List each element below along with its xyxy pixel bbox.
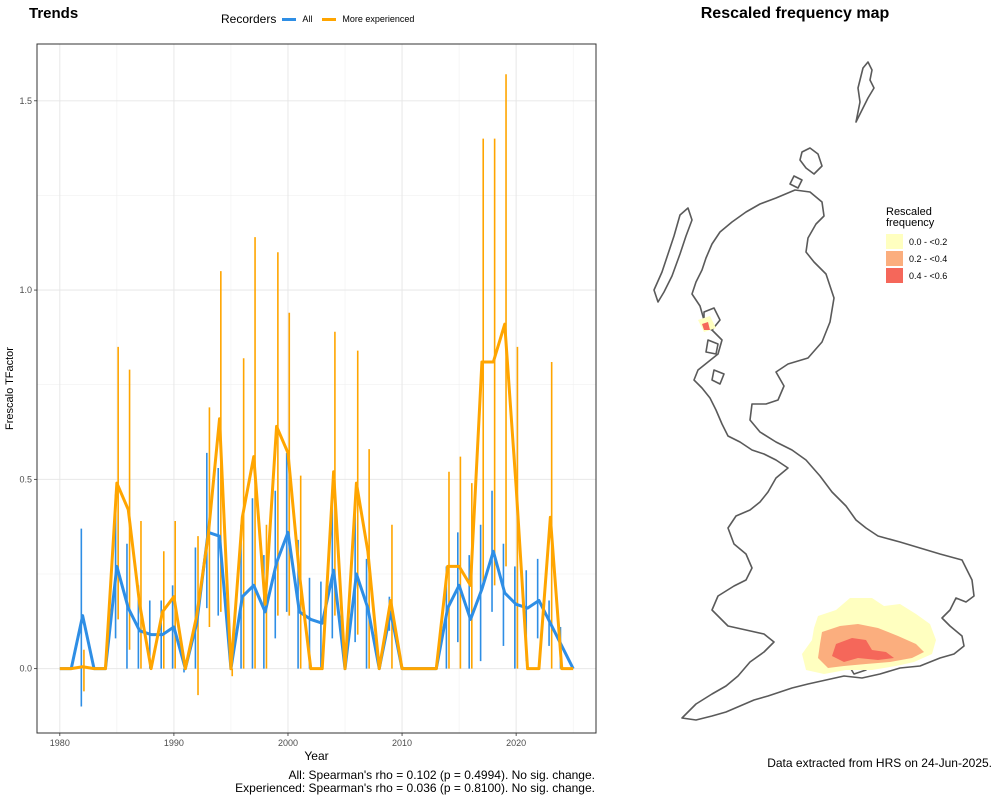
map-legend-title-2: frequency: [886, 217, 935, 229]
map-legend-item: 0.0 - <0.2: [886, 233, 947, 250]
frequency-patches: [698, 316, 936, 674]
trends-chart: 1980 1990 2000 2010 2020 0.0 0.5 1.0 1.5 Year Fres…: [4, 43, 597, 763]
map-legend-label: 0.4 - <0.6: [909, 270, 948, 281]
y-tick-label: 0.0: [19, 664, 32, 674]
rescaled-frequency-map: [653, 61, 975, 721]
y-tick-label: 0.5: [19, 474, 32, 484]
x-tick-label: 2020: [506, 738, 526, 748]
legend-swatch-more-experienced: [322, 17, 337, 21]
y-axis-label: Frescalo TFactor: [4, 347, 16, 430]
map-legend-swatch: [886, 268, 903, 283]
y-tick-label: 1.5: [19, 96, 32, 106]
map-legend-label: 0.0 - <0.2: [909, 236, 948, 247]
legend-swatch-all: [282, 17, 297, 21]
map-legend-item: 0.4 - <0.6: [886, 267, 947, 284]
plot-border: [36, 43, 597, 734]
map-legend: Rescaled frequency 0.0 - <0.2 0.2 - <0.4…: [886, 207, 947, 284]
shetland-outline: [855, 61, 875, 123]
stats-all: All: Spearman's rho = 0.102 (p = 0.4994)…: [288, 768, 595, 782]
series-line-more-experienced: [59, 322, 574, 671]
stats-experienced: Experienced: Spearman's rho = 0.036 (p =…: [235, 781, 595, 795]
series-line-all: [59, 530, 575, 671]
trends-title: Trends: [29, 5, 79, 22]
orkney-outline: [799, 147, 823, 175]
chart-legend: Recorders All More experienced: [221, 12, 414, 26]
x-axis-label: Year: [304, 749, 328, 763]
legend-title: Recorders: [221, 12, 277, 26]
x-tick-label: 1980: [50, 738, 70, 748]
map-legend-swatch: [886, 234, 903, 249]
outer-hebrides-outline: [653, 207, 693, 303]
map-legend-swatch: [886, 251, 903, 266]
source-note: Data extracted from HRS on 24-Jun-2025.: [767, 756, 992, 770]
map-legend-title-1: Rescaled: [886, 206, 932, 218]
legend-label-more-experienced: More experienced: [342, 14, 415, 24]
great-britain-outline: [681, 189, 975, 721]
x-tick-label: 1990: [164, 738, 184, 748]
freq-band-0.4-0.6: [832, 638, 894, 662]
y-tick-label: 1.0: [19, 285, 32, 295]
x-tick-label: 2010: [392, 738, 412, 748]
map-legend-item: 0.2 - <0.4: [886, 250, 947, 267]
map-legend-label: 0.2 - <0.4: [909, 253, 948, 264]
map-title: Rescaled frequency map: [700, 5, 890, 22]
x-tick-label: 2000: [278, 738, 298, 748]
legend-label-all: All: [302, 14, 313, 24]
